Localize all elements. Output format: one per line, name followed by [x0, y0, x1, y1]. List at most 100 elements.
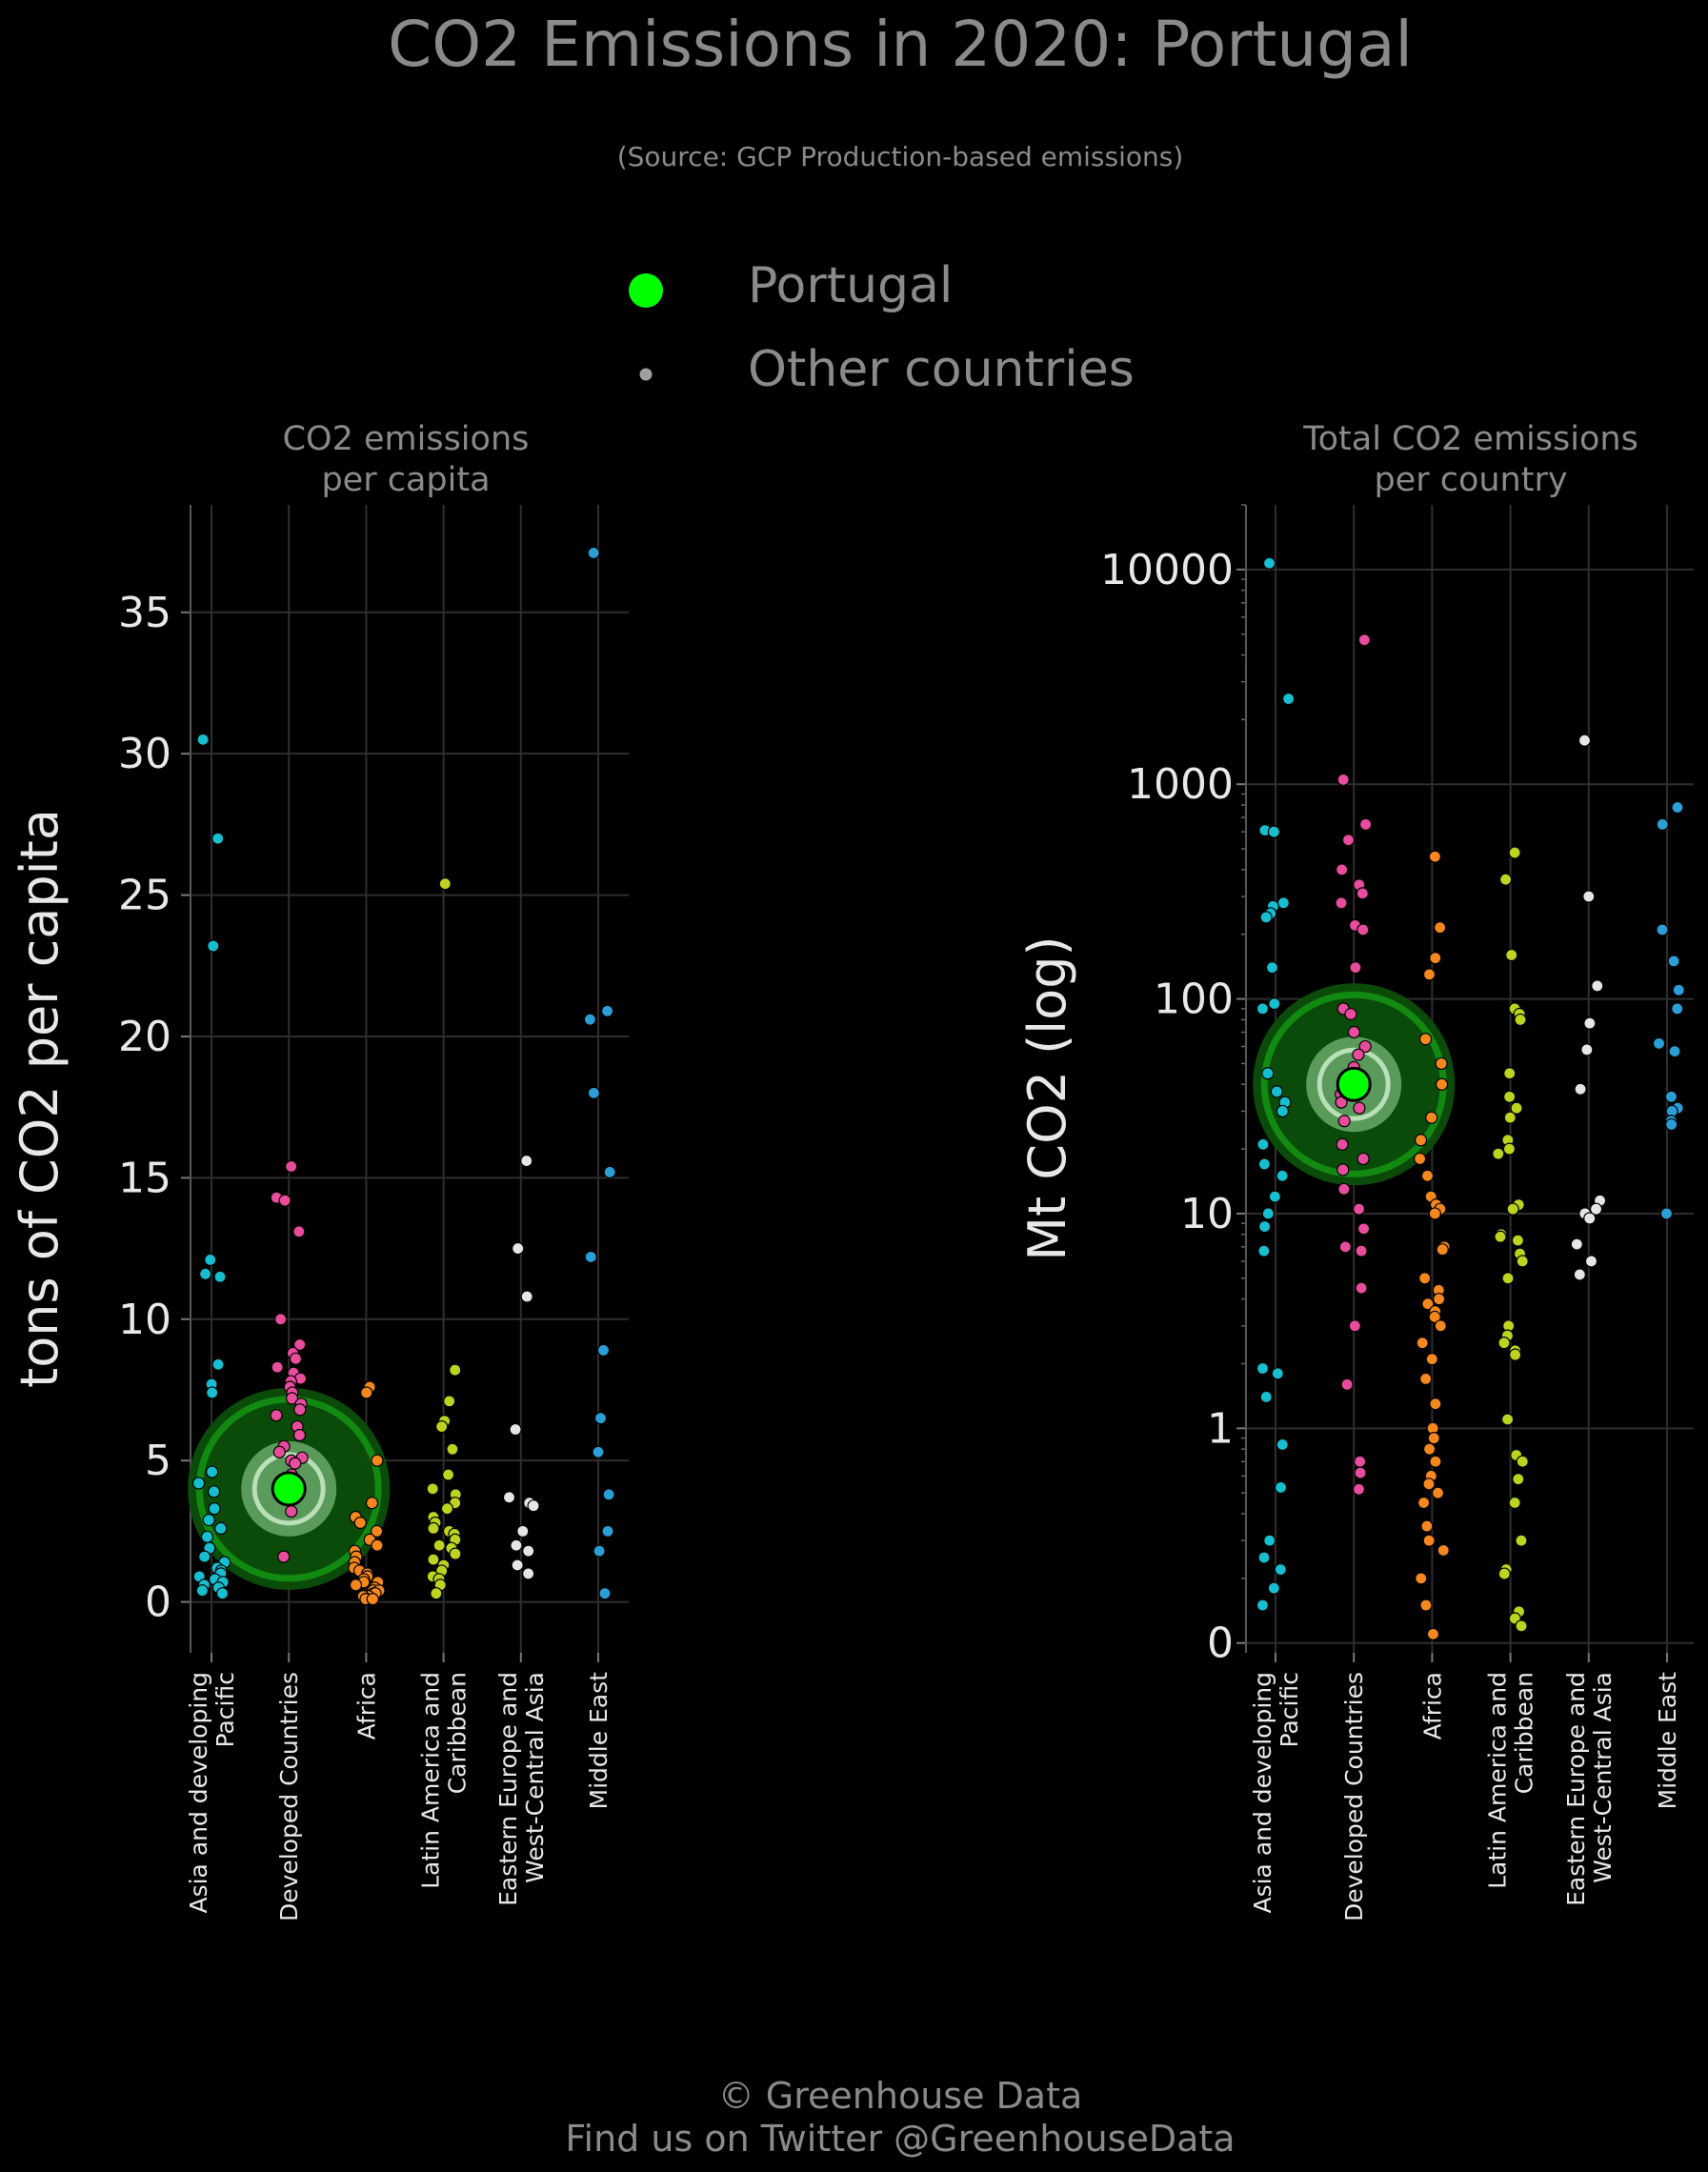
data-point	[1268, 997, 1281, 1011]
data-point	[446, 1442, 459, 1456]
highlight-point	[1336, 1066, 1372, 1102]
data-point	[1515, 1534, 1528, 1547]
x-tick-label: Asia and developing	[1249, 1672, 1276, 1914]
data-point	[1422, 1534, 1436, 1547]
data-point	[1358, 1039, 1372, 1054]
x-tick-label: West-Central Asia	[1589, 1672, 1617, 1883]
data-point	[292, 1428, 307, 1442]
data-point	[1582, 890, 1596, 903]
data-point	[1420, 1519, 1434, 1533]
data-point	[1501, 1272, 1515, 1285]
data-point	[215, 1587, 230, 1600]
data-point	[1338, 1240, 1352, 1254]
legend-highlight-label: Portugal	[748, 257, 954, 314]
data-point	[522, 1567, 535, 1580]
legend-other-label: Other countries	[748, 341, 1135, 398]
data-point	[1418, 1033, 1433, 1046]
data-point	[1497, 1567, 1511, 1580]
data-point	[1356, 923, 1370, 936]
data-point	[1256, 1002, 1270, 1016]
data-point	[516, 1524, 530, 1538]
data-point	[1352, 1482, 1366, 1496]
data-point	[207, 1485, 221, 1498]
data-point	[1263, 1534, 1276, 1547]
data-point	[204, 1253, 217, 1267]
data-point	[1347, 1025, 1361, 1039]
data-point	[1570, 1237, 1583, 1251]
data-point	[1340, 1378, 1354, 1391]
data-point	[1580, 1043, 1594, 1056]
data-point	[370, 1524, 384, 1538]
data-point	[502, 1491, 516, 1504]
data-point	[198, 1550, 211, 1563]
data-point	[211, 832, 225, 845]
data-point	[1503, 1090, 1517, 1103]
data-point	[602, 1488, 615, 1501]
data-point	[366, 1593, 379, 1606]
y-tick-label: 30	[118, 730, 171, 778]
data-point	[214, 1521, 228, 1536]
data-point	[292, 1225, 306, 1238]
data-point	[1435, 1077, 1449, 1091]
data-point	[1276, 1438, 1289, 1451]
data-point	[1436, 1243, 1449, 1257]
data-point	[426, 1482, 439, 1496]
data-point	[520, 1154, 533, 1168]
data-point	[432, 1538, 446, 1552]
data-point	[510, 1538, 523, 1552]
data-point	[293, 1337, 307, 1352]
highlight-point	[271, 1471, 307, 1507]
y-tick-label: 10000	[1100, 546, 1234, 594]
data-point	[1337, 1182, 1351, 1196]
data-point	[1356, 1152, 1370, 1166]
x-tick-label: Caribbean	[444, 1672, 472, 1794]
data-point	[587, 1086, 600, 1099]
y-tick-label: 0	[145, 1579, 171, 1627]
data-point	[1515, 1619, 1528, 1633]
data-point	[587, 546, 600, 560]
data-point	[285, 1159, 298, 1174]
x-tick-label: Middle East	[585, 1672, 613, 1810]
data-point	[1336, 1163, 1350, 1176]
data-point	[206, 1386, 219, 1399]
data-point	[1341, 834, 1356, 847]
data-point	[1501, 1413, 1515, 1426]
data-point	[271, 1360, 284, 1374]
data-point	[440, 1502, 454, 1516]
data-point	[1256, 1361, 1270, 1376]
data-point	[1506, 1202, 1519, 1216]
data-point	[1419, 1599, 1433, 1612]
data-point	[1511, 1234, 1525, 1247]
data-point	[289, 1457, 302, 1470]
data-point	[1353, 1101, 1366, 1115]
data-point	[1422, 968, 1437, 981]
data-point	[1656, 817, 1669, 831]
data-point	[1420, 1169, 1435, 1182]
data-point	[1276, 1104, 1289, 1118]
data-point	[1265, 961, 1279, 975]
data-point	[1428, 1310, 1441, 1324]
data-point	[527, 1499, 540, 1513]
data-point	[1257, 1157, 1271, 1171]
x-tick-label: Latin America and	[1484, 1672, 1512, 1889]
data-point	[430, 1587, 443, 1600]
data-point	[1423, 1442, 1437, 1456]
data-point	[1422, 1478, 1436, 1491]
data-point	[592, 1445, 605, 1458]
data-point	[1433, 1293, 1446, 1306]
data-point	[200, 1530, 214, 1543]
data-point	[1667, 955, 1680, 968]
data-point	[1335, 863, 1349, 876]
data-point	[1591, 979, 1604, 993]
data-point	[438, 877, 452, 891]
data-point	[1270, 1085, 1283, 1098]
data-point	[1510, 1101, 1523, 1115]
data-point	[1352, 1048, 1365, 1061]
data-point	[1357, 634, 1371, 647]
data-point	[1573, 1268, 1586, 1281]
data-point	[213, 1270, 227, 1283]
data-point	[1335, 896, 1348, 910]
x-tick-label: Africa	[352, 1672, 380, 1740]
data-point	[1664, 1090, 1678, 1103]
